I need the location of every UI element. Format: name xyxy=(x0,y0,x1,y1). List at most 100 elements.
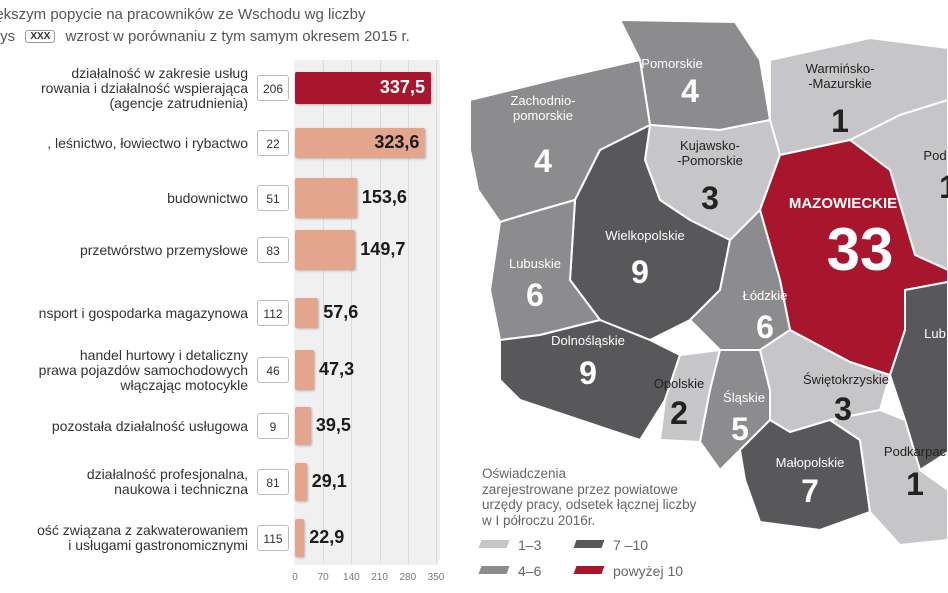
region-name: pomorskie xyxy=(513,108,573,123)
category-label: przetwórstwo przemysłowe xyxy=(79,241,248,258)
region-value: 9 xyxy=(579,355,597,391)
region-name: Kujawsko- xyxy=(680,138,740,153)
region-name: Śląskie xyxy=(723,390,765,405)
category-label: pozostała działalność usługowa xyxy=(51,417,248,434)
region-name: Podkarpac xyxy=(884,444,947,459)
region-value: 9 xyxy=(631,254,649,290)
increase-badge: 206 xyxy=(257,75,289,101)
x-tick-label: 210 xyxy=(371,572,388,583)
region-name: Pomorskie xyxy=(641,56,702,71)
region-value: 6 xyxy=(526,277,544,313)
increase-badge: 81 xyxy=(257,469,289,495)
bar xyxy=(295,350,315,390)
value-label: 47,3 xyxy=(319,359,355,379)
region-name: Warmińsko- xyxy=(806,61,875,76)
bar xyxy=(295,463,307,501)
legend-title-line: urzędy pracy, odsetek łącznej liczby xyxy=(482,497,697,512)
category-label: nsport i gospodarka magazynowa xyxy=(38,304,248,321)
region-value: 3 xyxy=(701,180,719,216)
increase-badge: 9 xyxy=(257,413,289,439)
bar xyxy=(295,230,356,270)
region-name: Zachodnio- xyxy=(510,93,575,108)
increase-badge: 83 xyxy=(257,237,289,263)
region-value: 6 xyxy=(756,309,774,345)
legend-label: 1–3 xyxy=(518,537,542,553)
unit-label: tys xyxy=(0,28,16,45)
region-15 xyxy=(829,409,948,546)
category-label: budownictwo xyxy=(167,189,248,206)
gridline xyxy=(407,60,409,565)
category-label: handel hurtowy i detaliczny prawa pojazdó… xyxy=(38,346,248,393)
region-value: 2 xyxy=(670,395,688,431)
region-name: Dolnośląskie xyxy=(551,333,625,348)
region-name: Lubuskie xyxy=(509,256,561,271)
legend-label: 4–6 xyxy=(518,563,542,579)
legend-box-explanation: wzrost w porównaniu z tym samym okresem … xyxy=(65,28,410,45)
increase-badge: 51 xyxy=(257,185,289,211)
category-label: ość związana z zakwaterowaniem i usługami… xyxy=(37,522,248,553)
region-value: 7 xyxy=(801,473,819,509)
region-value: 1 xyxy=(831,103,849,139)
value-label: 153,6 xyxy=(361,187,407,207)
legend-item: 7 –10 xyxy=(573,537,649,553)
legend-swatch xyxy=(573,566,605,574)
value-label: 149,7 xyxy=(360,239,406,259)
increase-badge: 112 xyxy=(257,300,289,326)
bar xyxy=(295,72,431,104)
region-name: Łódzkie xyxy=(743,288,788,303)
gridline xyxy=(351,60,353,565)
region-name: Lub xyxy=(924,326,946,341)
gridline xyxy=(379,60,381,565)
region-value: 33 xyxy=(827,216,894,283)
category-label: działalność w zakresie usług rowania i dz… xyxy=(41,64,248,111)
region-value: 4 xyxy=(681,73,699,109)
region-value: 4 xyxy=(534,143,552,179)
region-value: 1 xyxy=(939,169,948,205)
legend-box-sample: XXX xyxy=(25,30,56,43)
chart-title: iększym popycie na pracowników ze Wschod… xyxy=(0,6,366,23)
map-regions xyxy=(469,19,948,546)
x-tick-label: 70 xyxy=(317,572,329,583)
legend-label: powyżej 10 xyxy=(613,563,684,579)
legend-item: 4–6 xyxy=(478,563,542,579)
value-label: 323,6 xyxy=(374,132,420,152)
gridline xyxy=(436,60,437,565)
region-value: 3 xyxy=(834,391,852,427)
value-label: 29,1 xyxy=(311,471,347,491)
bar-chart: działalność w zakresie usług rowania i dz… xyxy=(0,0,470,593)
increase-badge: 22 xyxy=(257,130,289,156)
legend-label: 7 –10 xyxy=(613,537,649,553)
x-tick-label: 140 xyxy=(343,572,360,583)
x-tick-label: 350 xyxy=(427,572,445,583)
legend-title-line: Oświadczenia xyxy=(482,466,567,481)
region-value: 5 xyxy=(731,411,749,447)
legend-swatch xyxy=(478,540,510,548)
value-label: 22,9 xyxy=(309,527,345,547)
bar xyxy=(295,128,426,158)
region-name: Małopolskie xyxy=(776,455,845,470)
region-name: -Pomorskie xyxy=(677,153,743,168)
category-label: , leśnictwo, łowiectwo i rybactwo xyxy=(47,134,248,151)
gridline xyxy=(323,60,325,565)
bar xyxy=(295,519,305,557)
value-label: 57,6 xyxy=(323,302,359,322)
legend-swatch xyxy=(478,566,510,574)
value-label: 39,5 xyxy=(315,415,351,435)
bar xyxy=(295,178,357,218)
region-name: Opolskie xyxy=(654,376,705,391)
legend-title-line: w I półroczu 2016r. xyxy=(482,512,596,528)
chart-subtitle: tys XXX wzrost w porównaniu z tym samym … xyxy=(0,28,410,45)
increase-badge: 46 xyxy=(257,357,289,383)
legend-item: 1–3 xyxy=(478,537,542,553)
map-legend-title: Oświadczenia zarejestrowane przez powiat… xyxy=(482,466,696,528)
x-tick-label: 0 xyxy=(292,572,298,583)
legend-title-line: zarejestrowane przez powiatowe xyxy=(482,481,678,497)
region-name: MAZOWIECKIE xyxy=(789,195,897,212)
value-label: 337,5 xyxy=(379,77,425,97)
category-label: działalność profesjonalna, naukowa i tech… xyxy=(86,466,248,497)
x-tick-label: 280 xyxy=(399,572,417,583)
legend-item: powyżej 10 xyxy=(573,563,684,579)
region-name: -Mazurskie xyxy=(808,76,872,91)
bar xyxy=(295,298,319,328)
